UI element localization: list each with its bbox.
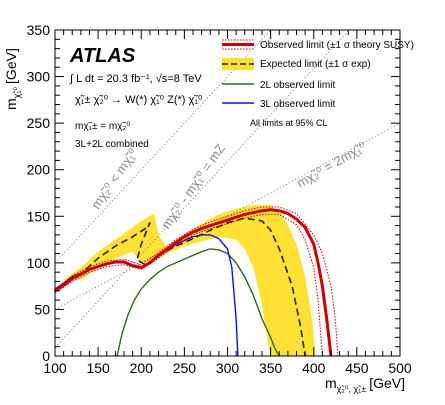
diag-line-mz (55, 30, 350, 348)
y-tick-label: 200 (27, 162, 51, 178)
diag-label-lt: mχ̃₂⁰ < mχ̃₁⁰ (88, 146, 140, 212)
y-tick-label: 300 (27, 69, 51, 85)
diagonal-lines (55, 30, 400, 348)
diag-line-half (55, 122, 400, 310)
limit-curves (55, 206, 339, 356)
x-tick-label: 300 (216, 360, 240, 376)
y-tick-label: 0 (42, 348, 50, 364)
legend: Observed limit (±1 σ theory SUSY) Expect… (222, 39, 414, 110)
y-tick-label: 250 (27, 115, 51, 131)
x-tick-label: 100 (43, 360, 67, 376)
cl-text: All limits at 95% CL (250, 118, 328, 128)
y-tick-label: 150 (27, 208, 51, 224)
legend-item-2l: 2L observed limit (222, 80, 335, 91)
y-tick-label: 100 (27, 255, 51, 271)
x-axis-sub: χ̃₂⁰, χ̃₁± (337, 384, 367, 394)
legend-item-3l: 3L observed limit (222, 99, 335, 110)
legend-label-expected: Expected limit (±1 σ exp) (260, 59, 371, 70)
expected-band (63, 205, 316, 356)
x-tick-label: 500 (388, 360, 412, 376)
legend-label-observed: Observed limit (±1 σ theory SUSY) (260, 40, 414, 51)
legend-item-expected: Expected limit (±1 σ exp) (222, 58, 371, 70)
y-axis-unit: [GeV] (3, 48, 19, 84)
legend-label-2l: 2L observed limit (260, 80, 335, 91)
series-2l-observed-limit (116, 248, 280, 356)
x-tick-label: 400 (302, 360, 326, 376)
process-text: χ̃₁± χ̃₂⁰ → W(*) χ̃₁⁰ Z(*) χ̃₁⁰ (75, 94, 203, 106)
legend-label-3l: 3L observed limit (260, 99, 335, 110)
y-axis-sub: χ̃₁⁰ (12, 87, 22, 99)
combined-text: 3L+2L combined (75, 139, 149, 150)
series-observed-limit (55, 208, 333, 356)
diag-line-equal (55, 30, 272, 264)
x-tick-label: 450 (345, 360, 369, 376)
series-observed-1-theory (55, 213, 323, 356)
legend-item-observed: Observed limit (±1 σ theory SUSY) (222, 39, 414, 51)
axis-ticks: 100 150 200 250 300 350 400 450 500 0 50 100 150 200 2… (27, 22, 412, 376)
lumi-text: ∫ L dt = 20.3 fb⁻¹, √s=8 TeV (69, 73, 202, 85)
x-axis-m: m (325, 375, 337, 391)
x-tick-label: 350 (259, 360, 283, 376)
x-tick-label: 150 (86, 360, 110, 376)
x-tick-label: 250 (173, 360, 197, 376)
x-axis-unit: [GeV] (369, 375, 405, 391)
y-axis-m: m (3, 98, 19, 110)
y-tick-label: 50 (34, 301, 50, 317)
atlas-label: ATLAS (69, 45, 136, 67)
x-tick-label: 200 (130, 360, 154, 376)
diag-label-2m: mχ̃₂⁰ = 2mχ̃₁⁰ (294, 139, 368, 191)
x-axis-title: mχ̃₂⁰, χ̃₁± [GeV] (325, 375, 405, 394)
y-tick-label: 350 (27, 22, 51, 38)
y-axis-title: mχ̃₁⁰ [GeV] (3, 48, 22, 110)
expected-sigma-band (63, 205, 316, 356)
mass-relation-text: mχ̃₁± = mχ̃₂⁰ (75, 121, 130, 132)
